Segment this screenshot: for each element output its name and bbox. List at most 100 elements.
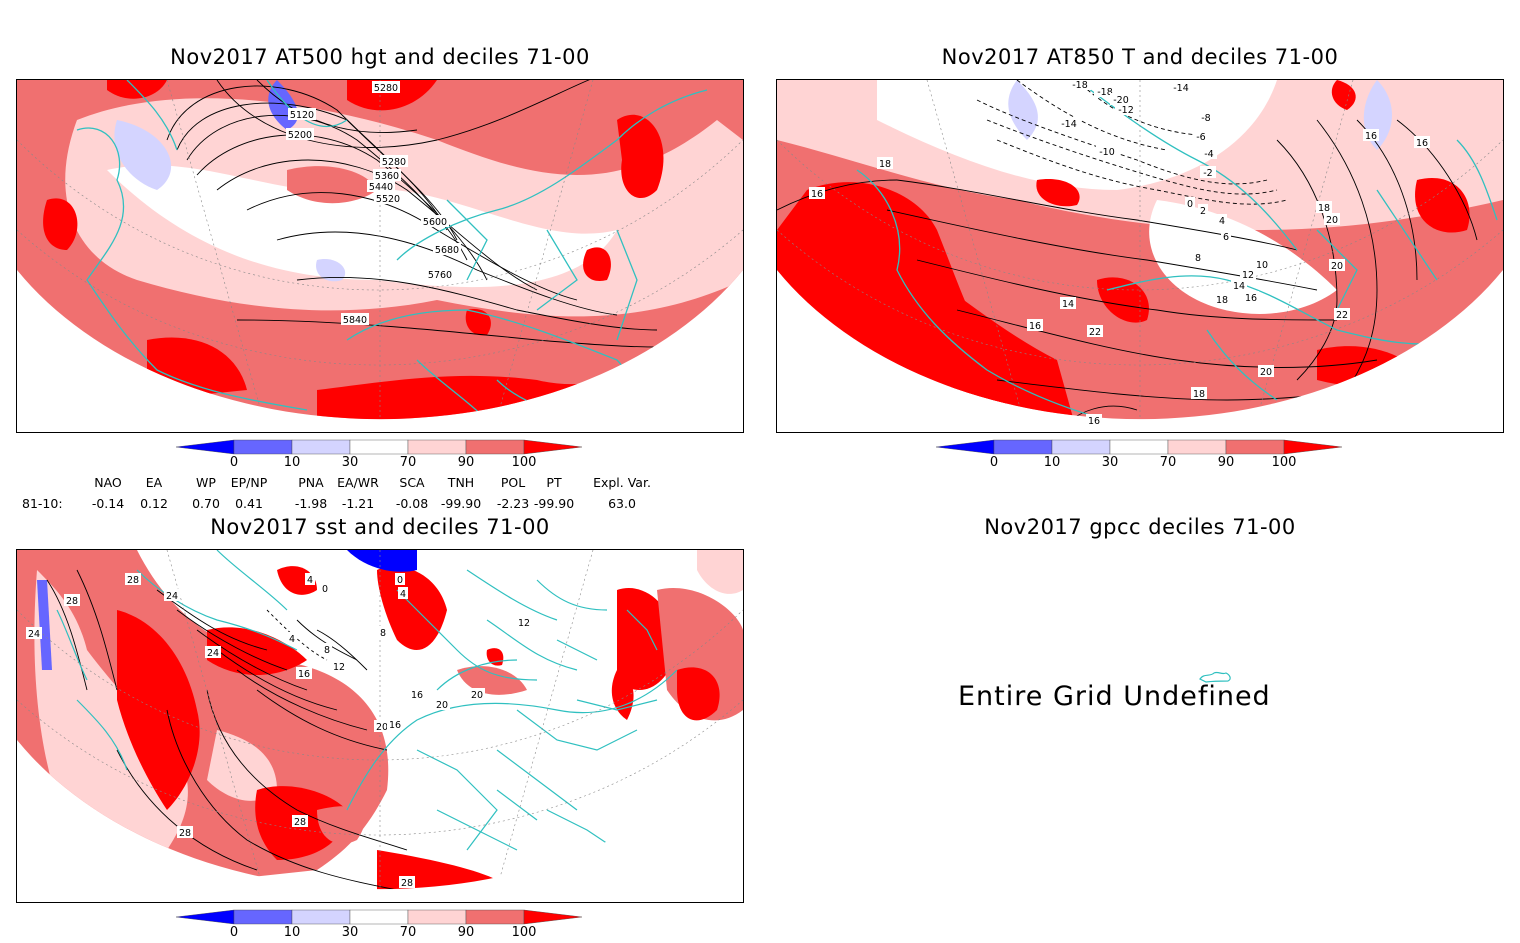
contour-label-bg <box>1086 414 1102 426</box>
contour-label: -12 <box>1118 105 1134 116</box>
contour-label: 28 <box>401 878 413 889</box>
colorbar-tick-label: 70 <box>1159 455 1177 470</box>
contour-label: 5280 <box>374 83 398 94</box>
index-value: 0.70 <box>192 496 220 511</box>
contour-label: -14 <box>1173 83 1189 94</box>
contour-label-bg <box>374 720 390 732</box>
colorbar-tick-label: 100 <box>1271 455 1297 470</box>
contour-label: 22 <box>1089 327 1101 338</box>
contour-label-bg <box>1201 147 1217 159</box>
contour-label: 28 <box>127 575 139 586</box>
colorbar-segment <box>349 439 409 455</box>
contour-label-bg <box>434 698 450 710</box>
contour-label-bg <box>296 667 312 679</box>
contour-label-bg <box>373 169 401 181</box>
map-hgt: 5280 5120 5200 5280 5360 5440 5520 5600 5680 5760… <box>16 79 744 433</box>
contour-label-bg <box>1096 145 1118 157</box>
colorbar-tick-label: 0 <box>229 925 239 940</box>
colorbar-tick-label: 30 <box>341 925 359 940</box>
colorbar-tick-label: 90 <box>457 455 475 470</box>
contour-label: -20 <box>1113 95 1129 106</box>
colorbar-tick-label: 30 <box>1101 455 1119 470</box>
contour-label-bg <box>1198 111 1214 123</box>
colorbar-segment <box>407 439 467 455</box>
contour-label: 16 <box>411 690 423 701</box>
contour-label: -4 <box>1204 149 1213 160</box>
colorbar-segment <box>175 909 235 925</box>
index-header: SCA <box>399 475 425 490</box>
contour-label-bg <box>1243 291 1259 303</box>
contour-label: 0 <box>322 584 328 595</box>
contour-label: 12 <box>1242 270 1254 281</box>
contour-label-bg <box>409 688 425 700</box>
contour-label-bg <box>516 616 532 628</box>
contour-label-bg <box>1329 259 1345 271</box>
colorbar-segment <box>523 439 583 455</box>
index-value: 0.12 <box>140 496 168 511</box>
contour-label-bg <box>1191 387 1207 399</box>
undefined-grid-message: Entire Grid Undefined <box>958 681 1271 712</box>
index-value: -0.14 <box>91 496 125 511</box>
contour-label-bg <box>64 594 80 606</box>
contour-label-bg <box>1221 230 1231 242</box>
colorbar-tick-label: 100 <box>511 925 537 940</box>
contour-label-bg <box>322 643 332 655</box>
contour-label: -6 <box>1196 132 1205 143</box>
contour-label-bg <box>877 157 893 169</box>
panel-title-gpcc: Nov2017 gpcc deciles 71-00 <box>984 515 1296 539</box>
index-value: -2.23 <box>496 496 530 511</box>
contour-label-bg <box>387 718 403 730</box>
gpcc-coast-fragment <box>1199 671 1231 683</box>
contour-label: 14 <box>1233 281 1245 292</box>
contour-label: 14 <box>1062 299 1074 310</box>
contour-label-bg <box>1214 293 1230 305</box>
colorbar-segment <box>233 909 293 925</box>
colorbar-segment <box>1109 439 1169 455</box>
contour-label: 20 <box>376 722 388 733</box>
colorbar-segment <box>291 439 351 455</box>
contour-label-bg <box>398 587 408 599</box>
colorbar-segment <box>175 439 235 455</box>
colorbar-segment <box>1051 439 1111 455</box>
contour-label: 5440 <box>369 182 393 193</box>
contour-label-bg <box>1058 117 1080 129</box>
contour-label-bg <box>1027 319 1043 331</box>
contour-label-bg <box>288 108 316 120</box>
contour-label-bg <box>433 243 461 255</box>
contour-label-bg <box>1069 80 1091 90</box>
index-value: -1.98 <box>294 496 328 511</box>
contour-label: -18 <box>1097 87 1113 98</box>
contour-label: 16 <box>1365 131 1377 142</box>
contour-label-bg <box>1240 268 1256 280</box>
colorbar-tick-label: 30 <box>341 455 359 470</box>
contour-label: 20 <box>1331 261 1343 272</box>
colorbar-t850 <box>935 439 1346 473</box>
map-sst: 28 24 28 24 0 4 0 4 8 24 8 4 12 16 16 20 20 20 28 28 28 16 12 <box>16 549 744 903</box>
contour-label: 4 <box>307 575 313 586</box>
contour-label-bg <box>426 268 454 280</box>
contour-label-bg <box>367 180 395 192</box>
contour-label: -18 <box>1072 80 1088 91</box>
contour-label-bg <box>1334 308 1350 320</box>
index-header: EA/WR <box>337 475 379 490</box>
contour-label-bg <box>1258 365 1274 377</box>
contour-label: 16 <box>389 720 401 731</box>
contour-label: 8 <box>380 628 386 639</box>
contour-label: 18 <box>1318 203 1330 214</box>
contour-label: 28 <box>66 596 78 607</box>
contour-label: 28 <box>179 828 191 839</box>
contour-label: 4 <box>289 634 295 645</box>
contour-label: 4 <box>400 589 406 600</box>
panel-title-hgt: Nov2017 AT500 hgt and deciles 71-00 <box>170 45 590 69</box>
contour-label: 18 <box>1193 389 1205 400</box>
index-header: EP/NP <box>230 475 268 490</box>
contour-label-bg <box>305 573 315 585</box>
contour-label-bg <box>205 646 221 658</box>
contour-label: 10 <box>1256 260 1268 271</box>
colorbar-tick-label: 90 <box>457 925 475 940</box>
index-header: NAO <box>94 475 122 490</box>
colorbar-segment <box>1167 439 1227 455</box>
colorbar-segment <box>465 909 525 925</box>
contour-label: 16 <box>298 669 310 680</box>
contour-label-bg <box>164 589 180 601</box>
